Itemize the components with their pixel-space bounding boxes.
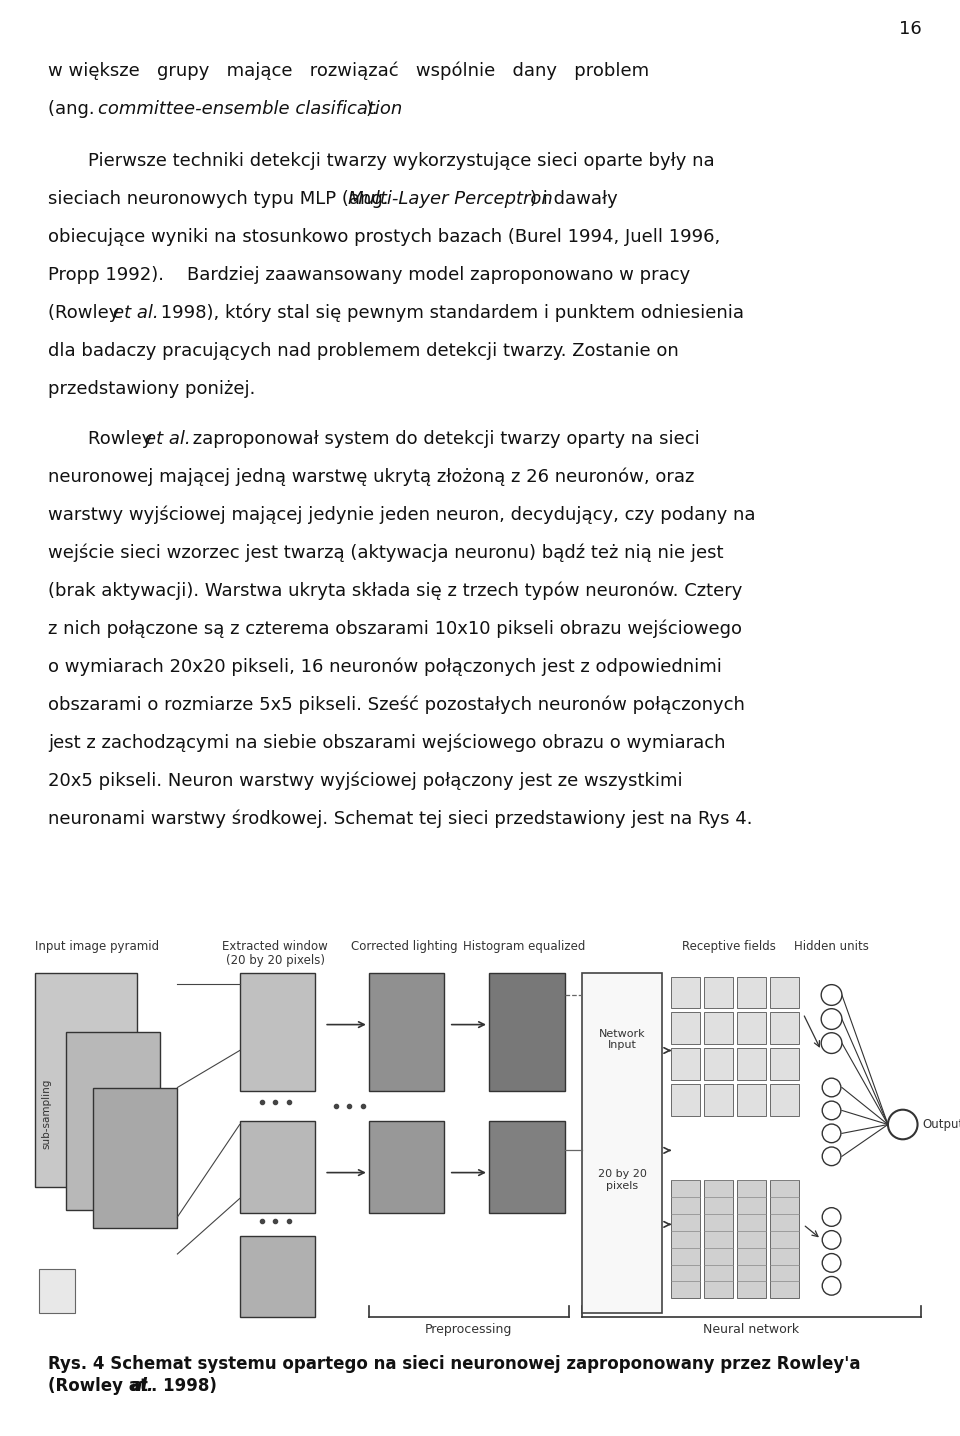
Circle shape (822, 1277, 841, 1295)
Text: dla badaczy pracujących nad problemem detekcji twarzy. Zostanie on: dla badaczy pracujących nad problemem de… (48, 342, 679, 360)
Bar (671, 1180, 700, 1298)
Text: . 1998): . 1998) (151, 1377, 217, 1394)
Bar (369, 1122, 444, 1213)
Bar (737, 976, 766, 1008)
Bar (770, 1084, 799, 1116)
Text: Input image pyramid: Input image pyramid (36, 941, 159, 954)
Bar (583, 972, 662, 1313)
Bar (93, 1087, 178, 1228)
Text: et al.: et al. (145, 429, 191, 448)
Circle shape (822, 1231, 841, 1249)
Text: Extracted window: Extracted window (223, 941, 328, 954)
Bar (39, 1269, 75, 1313)
Text: jest z zachodzącymi na siebie obszarami wejściowego obrazu o wymiarach: jest z zachodzącymi na siebie obszarami … (48, 734, 726, 752)
Bar (705, 1084, 732, 1116)
Text: Pierwsze techniki detekcji twarzy wykorzystujące sieci oparte były na: Pierwsze techniki detekcji twarzy wykorz… (88, 152, 714, 169)
Bar (770, 976, 799, 1008)
Text: Multi-Layer Perceptron: Multi-Layer Perceptron (348, 190, 553, 208)
Text: committee-ensemble clasification: committee-ensemble clasification (98, 101, 402, 118)
Text: obiecujące wyniki na stosunkowo prostych bazach (Burel 1994, Juell 1996,: obiecujące wyniki na stosunkowo prostych… (48, 228, 720, 246)
Text: w większe   grupy   mające   rozwiązać   wspólnie   dany   problem: w większe grupy mające rozwiązać wspólni… (48, 62, 649, 80)
Text: z nich połączone są z czterema obszarami 10x10 pikseli obrazu wejściowego: z nich połączone są z czterema obszarami… (48, 620, 742, 639)
Circle shape (822, 1101, 841, 1120)
Bar (240, 1235, 315, 1317)
Text: (Rowley at: (Rowley at (48, 1377, 154, 1394)
Bar (240, 972, 315, 1091)
Bar (770, 1048, 799, 1080)
Text: neuronowej mającej jedną warstwę ukrytą złożoną z 26 neuronów, oraz: neuronowej mającej jedną warstwę ukrytą … (48, 468, 694, 487)
Text: ).: ). (366, 101, 379, 118)
Text: Hidden units: Hidden units (794, 941, 869, 954)
Text: Neural network: Neural network (704, 1323, 800, 1335)
Bar (369, 972, 444, 1091)
Text: Corrected lighting: Corrected lighting (351, 941, 458, 954)
Circle shape (822, 1124, 841, 1143)
Circle shape (822, 1208, 841, 1226)
Bar (35, 972, 137, 1188)
Text: o wymiarach 20x20 pikseli, 16 neuronów połączonych jest z odpowiednimi: o wymiarach 20x20 pikseli, 16 neuronów p… (48, 658, 722, 676)
Circle shape (821, 1032, 842, 1054)
Text: obszarami o rozmiarze 5x5 pikseli. Sześć pozostałych neuronów połączonych: obszarami o rozmiarze 5x5 pikseli. Sześć… (48, 696, 745, 715)
Text: sieciach neuronowych typu MLP (ang.: sieciach neuronowych typu MLP (ang. (48, 190, 395, 208)
Bar (737, 1180, 766, 1298)
Text: (Rowley: (Rowley (48, 304, 125, 322)
Text: zaproponował system do detekcji twarzy oparty na sieci: zaproponował system do detekcji twarzy o… (187, 429, 700, 448)
Circle shape (821, 1008, 842, 1030)
Bar (737, 1084, 766, 1116)
Bar (770, 1012, 799, 1044)
Bar (66, 1032, 159, 1209)
Circle shape (822, 1147, 841, 1166)
Bar (671, 976, 700, 1008)
Text: 1998), który stal się pewnym standardem i punktem odniesienia: 1998), który stal się pewnym standardem … (155, 304, 744, 323)
Bar (705, 1012, 732, 1044)
Bar (705, 1048, 732, 1080)
Bar (737, 1012, 766, 1044)
Text: wejście sieci wzorzec jest twarzą (aktywacja neuronu) bądź też nią nie jest: wejście sieci wzorzec jest twarzą (aktyw… (48, 544, 724, 563)
Text: (ang.: (ang. (48, 101, 101, 118)
Text: Rowley: Rowley (88, 429, 158, 448)
Text: Network
Input: Network Input (599, 1028, 646, 1050)
Circle shape (822, 1078, 841, 1097)
Text: sub-sampling: sub-sampling (41, 1078, 52, 1149)
Text: al.: al. (131, 1377, 155, 1394)
Circle shape (822, 1254, 841, 1272)
Bar (705, 976, 732, 1008)
Bar (671, 1012, 700, 1044)
Text: przedstawiony poniżej.: przedstawiony poniżej. (48, 381, 255, 398)
Text: (brak aktywacji). Warstwa ukryta składa się z trzech typów neuronów. Cztery: (brak aktywacji). Warstwa ukryta składa … (48, 582, 742, 600)
Text: 20x5 pikseli. Neuron warstwy wyjściowej połączony jest ze wszystkimi: 20x5 pikseli. Neuron warstwy wyjściowej … (48, 773, 683, 790)
Text: neuronami warstwy środkowej. Schemat tej sieci przedstawiony jest na Rys 4.: neuronami warstwy środkowej. Schemat tej… (48, 810, 753, 829)
Text: Preprocessing: Preprocessing (425, 1323, 513, 1335)
Text: warstwy wyjściowej mającej jedynie jeden neuron, decydujący, czy podany na: warstwy wyjściowej mającej jedynie jeden… (48, 505, 756, 524)
Text: 16: 16 (899, 20, 922, 37)
Circle shape (821, 985, 842, 1005)
Bar (671, 1048, 700, 1080)
Circle shape (888, 1110, 918, 1139)
Bar (737, 1048, 766, 1080)
Bar (770, 1180, 799, 1298)
Bar (705, 1180, 732, 1298)
Text: Histogram equalized: Histogram equalized (464, 941, 586, 954)
Text: Output: Output (923, 1119, 960, 1132)
Text: et al.: et al. (113, 304, 158, 322)
Text: Receptive fields: Receptive fields (683, 941, 776, 954)
Text: Propp 1992).    Bardziej zaawansowany model zaproponowano w pracy: Propp 1992). Bardziej zaawansowany model… (48, 266, 690, 284)
Text: Rys. 4 Schemat systemu opartego na sieci neuronowej zaproponowany przez Rowley'a: Rys. 4 Schemat systemu opartego na sieci… (48, 1356, 860, 1373)
Text: 20 by 20
pixels: 20 by 20 pixels (598, 1169, 647, 1190)
Bar (671, 1084, 700, 1116)
Bar (489, 1122, 564, 1213)
Bar (489, 972, 564, 1091)
Text: (20 by 20 pixels): (20 by 20 pixels) (226, 954, 324, 966)
Bar (240, 1122, 315, 1213)
Text: ) i dawały: ) i dawały (530, 190, 617, 208)
